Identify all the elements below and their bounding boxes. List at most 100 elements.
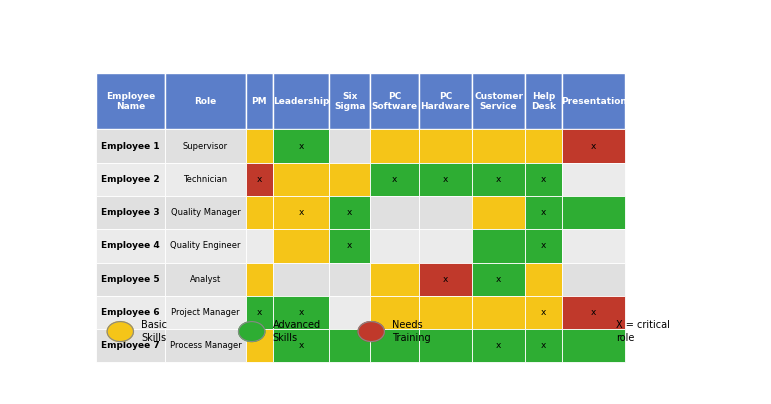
Bar (96, 196, 165, 229)
Text: x: x (298, 308, 304, 317)
Bar (273, 196, 329, 229)
Text: Presentation: Presentation (561, 97, 627, 106)
Bar (525, 329, 563, 362)
Bar (525, 196, 563, 229)
Text: x: x (541, 241, 547, 250)
Text: x: x (257, 175, 262, 184)
Text: Employee 5: Employee 5 (102, 275, 160, 284)
Text: Employee 3: Employee 3 (102, 208, 160, 217)
Text: x: x (591, 141, 597, 151)
Text: Quality Manager: Quality Manager (170, 208, 241, 217)
Text: Technician: Technician (183, 175, 227, 184)
Text: x: x (496, 341, 501, 350)
Bar (525, 74, 563, 129)
Text: Basic
Skills: Basic Skills (141, 320, 167, 343)
Bar (370, 329, 419, 362)
Text: x: x (541, 308, 547, 317)
Bar (419, 129, 472, 163)
Bar (563, 163, 625, 196)
Text: PC
Hardware: PC Hardware (420, 92, 470, 111)
Bar (329, 296, 370, 329)
Bar (273, 163, 329, 196)
Bar (472, 329, 525, 362)
Bar (165, 296, 246, 329)
Bar (165, 163, 246, 196)
Bar (472, 129, 525, 163)
Text: Employee 7: Employee 7 (101, 341, 160, 350)
Bar (329, 196, 370, 229)
Text: Advanced
Skills: Advanced Skills (273, 320, 321, 343)
Bar (563, 329, 625, 362)
Bar (472, 196, 525, 229)
Bar (329, 163, 370, 196)
Bar (419, 296, 472, 329)
Text: Employee
Name: Employee Name (106, 92, 156, 111)
Bar (96, 74, 165, 129)
Text: x: x (298, 141, 304, 151)
Bar (472, 163, 525, 196)
Text: PM: PM (251, 97, 267, 106)
Text: Employee 1: Employee 1 (102, 141, 160, 151)
Ellipse shape (107, 322, 133, 341)
Text: Help
Desk: Help Desk (531, 92, 557, 111)
Bar (370, 129, 419, 163)
Text: Leadership: Leadership (273, 97, 329, 106)
Bar (329, 263, 370, 296)
Text: x: x (443, 175, 448, 184)
Bar (246, 263, 273, 296)
Bar (165, 329, 246, 362)
Ellipse shape (358, 322, 385, 341)
Bar (472, 296, 525, 329)
Bar (273, 329, 329, 362)
Bar (246, 229, 273, 263)
Bar (96, 163, 165, 196)
Text: x: x (541, 208, 547, 217)
Bar (370, 229, 419, 263)
Bar (273, 129, 329, 163)
Text: x: x (392, 175, 397, 184)
Bar (472, 263, 525, 296)
Bar (419, 329, 472, 362)
Text: x: x (443, 275, 448, 284)
Text: x: x (591, 308, 597, 317)
Bar (96, 229, 165, 263)
Text: Employee 6: Employee 6 (102, 308, 160, 317)
Bar (370, 263, 419, 296)
Bar (246, 129, 273, 163)
Text: Analyst: Analyst (190, 275, 221, 284)
Bar (472, 74, 525, 129)
Text: Role: Role (194, 97, 217, 106)
Bar (525, 263, 563, 296)
Bar (246, 329, 273, 362)
Text: x: x (298, 208, 304, 217)
Bar (370, 74, 419, 129)
Bar (329, 329, 370, 362)
Bar (525, 229, 563, 263)
Bar (563, 229, 625, 263)
Bar (525, 129, 563, 163)
Text: x: x (541, 175, 547, 184)
Bar (246, 163, 273, 196)
Bar (563, 74, 625, 129)
Bar (329, 229, 370, 263)
Text: x: x (257, 308, 262, 317)
Bar (370, 296, 419, 329)
Bar (165, 263, 246, 296)
Text: X = critical
role: X = critical role (616, 320, 670, 343)
Bar (419, 263, 472, 296)
Bar (563, 196, 625, 229)
Text: Quality Engineer: Quality Engineer (170, 241, 241, 250)
Bar (165, 229, 246, 263)
Bar (525, 163, 563, 196)
Bar (96, 329, 165, 362)
Text: Employee 2: Employee 2 (102, 175, 160, 184)
Bar (563, 129, 625, 163)
Bar (96, 129, 165, 163)
Text: x: x (347, 241, 352, 250)
Bar (96, 296, 165, 329)
Bar (563, 263, 625, 296)
Text: Six
Sigma: Six Sigma (334, 92, 365, 111)
Bar (329, 74, 370, 129)
Text: Customer
Service: Customer Service (474, 92, 523, 111)
Text: PC
Software: PC Software (372, 92, 418, 111)
